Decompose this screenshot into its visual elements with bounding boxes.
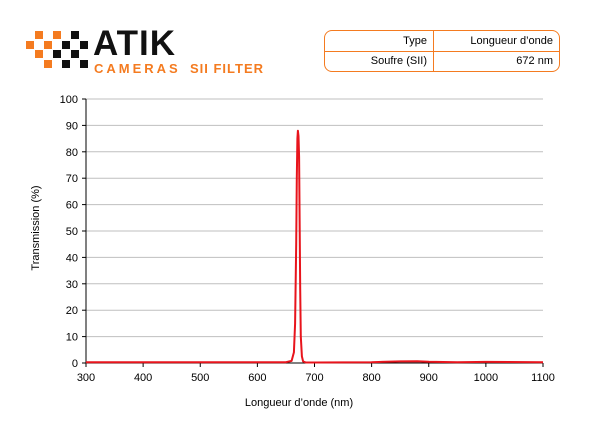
y-tick-label: 0	[72, 358, 78, 370]
atik-logo: ATIK CAMERAS SII FILTER	[26, 24, 263, 78]
x-axis-label: Longueur d’onde (nm)	[245, 397, 353, 409]
axes	[82, 98, 544, 367]
spec-row: Soufre (SII) 672 nm	[325, 51, 559, 71]
brand-name: ATIK	[93, 24, 177, 63]
brand-sub-word: CAMERAS	[94, 61, 181, 76]
series-layer	[86, 129, 544, 364]
x-tick-label: 1100	[531, 372, 555, 384]
y-tick-label: 70	[66, 173, 78, 185]
x-tick-label: 600	[248, 372, 266, 384]
grid	[86, 98, 543, 338]
y-axis-label: Transmission (%)	[30, 185, 42, 270]
x-tick-label: 500	[191, 372, 209, 384]
spec-cell: Longueur d’onde	[433, 31, 559, 51]
y-tick-label: 60	[66, 200, 78, 212]
tick-labels: 0 10 20 30 40 50 60 70 80 90 100 300 400 500 600 700 800…	[60, 94, 555, 384]
x-tick-label: 1000	[474, 372, 498, 384]
x-tick-label: 400	[134, 372, 152, 384]
y-tick-label: 20	[66, 305, 78, 317]
brand-subtitle: CAMERAS SII FILTER	[94, 61, 264, 76]
y-tick-label: 100	[60, 94, 78, 106]
y-tick-label: 30	[66, 279, 78, 291]
y-tick-label: 50	[66, 226, 78, 238]
y-tick-label: 10	[66, 332, 78, 344]
y-tick-label: 40	[66, 252, 78, 264]
x-tick-label: 800	[362, 372, 380, 384]
spec-cell: Soufre (SII)	[370, 55, 427, 67]
spec-cell: 672 nm	[433, 51, 559, 71]
spec-row: Type Longueur d’onde	[325, 31, 559, 52]
series-line	[86, 129, 544, 364]
brand-sub-product: SII FILTER	[189, 61, 265, 76]
x-tick-label: 900	[420, 372, 438, 384]
spec-table: Type Longueur d’onde Soufre (SII) 672 nm	[324, 30, 560, 72]
x-tick-label: 300	[77, 372, 95, 384]
y-tick-label: 80	[66, 147, 78, 159]
spec-cell: Type	[403, 35, 427, 47]
logo-squares-icon	[26, 31, 88, 68]
x-tick-label: 700	[305, 372, 323, 384]
y-tick-label: 90	[66, 120, 78, 132]
